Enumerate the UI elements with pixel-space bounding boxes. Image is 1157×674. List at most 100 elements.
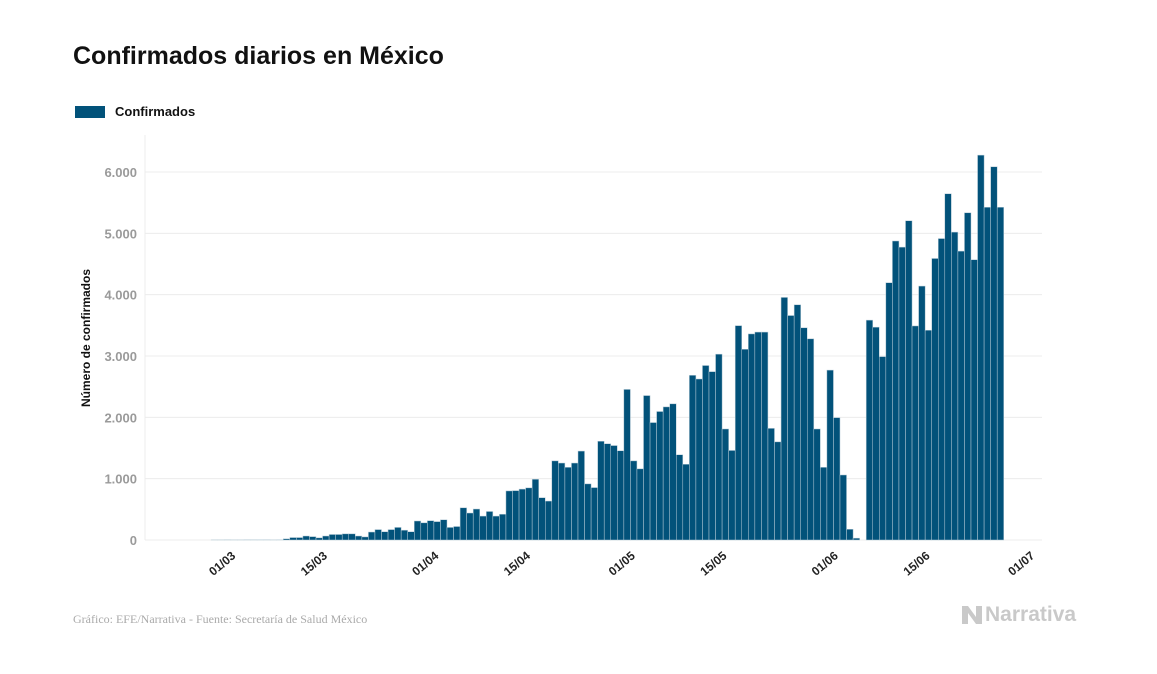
bar [394, 527, 402, 541]
y-tick-label: 5.000 [104, 226, 137, 241]
y-tick-label: 6.000 [104, 165, 137, 180]
source-note: Gráfico: EFE/Narrativa - Fuente: Secreta… [73, 612, 368, 626]
bar [872, 326, 880, 541]
bar [695, 378, 703, 541]
bar [335, 534, 343, 541]
bar [800, 327, 808, 541]
y-tick-label: 0 [130, 533, 137, 548]
bar [341, 533, 350, 541]
x-tick-label: 15/03 [298, 548, 330, 578]
bar [951, 231, 959, 541]
bar [433, 521, 441, 541]
bar [774, 441, 782, 541]
bar [689, 375, 697, 541]
bar [610, 445, 618, 541]
legend-label: Confirmados [115, 104, 196, 119]
bar [361, 536, 369, 541]
bar [459, 507, 467, 541]
bar [682, 464, 690, 541]
bar [571, 462, 579, 541]
bar [348, 533, 356, 541]
bar [879, 356, 887, 541]
bar [721, 428, 729, 541]
narrativa-logo: Narrativa [962, 603, 1076, 627]
bar [924, 329, 932, 541]
y-tick-label: 3.000 [104, 349, 137, 364]
bar [630, 460, 638, 541]
bar [328, 534, 336, 541]
bar [669, 403, 677, 541]
logo-text: Narrativa [985, 603, 1077, 626]
bar [407, 531, 415, 541]
y-tick-label: 1.000 [104, 472, 137, 487]
bar [623, 389, 631, 541]
x-tick-label: 15/06 [901, 548, 933, 578]
bar [374, 529, 382, 541]
bar [512, 490, 520, 541]
bar [584, 483, 592, 541]
bar [564, 467, 572, 541]
bar [446, 527, 454, 541]
bar [918, 285, 926, 541]
x-tick-label: 01/07 [1005, 548, 1037, 578]
x-tick-label: 01/06 [809, 548, 841, 578]
bar [754, 331, 762, 541]
bar [414, 520, 422, 541]
bar [983, 207, 991, 541]
bar [381, 531, 389, 541]
bar [387, 529, 395, 541]
bar [996, 207, 1005, 541]
bar [643, 395, 651, 541]
bar [486, 511, 494, 541]
bar [839, 474, 847, 541]
bar [826, 369, 834, 541]
bar [296, 537, 304, 541]
bar [558, 462, 566, 541]
bar [420, 522, 428, 541]
bar [545, 500, 553, 541]
bar [676, 454, 684, 541]
legend-swatch [75, 105, 105, 118]
bar [492, 515, 500, 541]
bar [603, 443, 612, 541]
bar [577, 450, 585, 541]
bar [885, 282, 893, 541]
bar [322, 535, 330, 541]
bar [551, 460, 559, 541]
bar [617, 450, 625, 541]
bar [283, 538, 291, 541]
bar [315, 537, 323, 541]
bar [787, 315, 795, 541]
bar [708, 371, 716, 541]
x-tick-label: 15/05 [697, 548, 729, 578]
bar [748, 333, 756, 541]
bar [957, 250, 965, 541]
x-tick-label: 01/03 [206, 548, 238, 578]
bar [440, 519, 448, 541]
bar [820, 467, 828, 541]
bar [531, 479, 539, 541]
bar [780, 297, 788, 541]
bar [938, 238, 946, 541]
bar [597, 441, 605, 541]
bar [734, 325, 743, 541]
bar [702, 365, 710, 541]
bar [846, 529, 854, 541]
bar [590, 487, 598, 541]
bar [355, 535, 363, 541]
bar [931, 258, 939, 541]
bar [302, 535, 310, 541]
bar [964, 212, 972, 541]
bar [911, 325, 919, 541]
bar [289, 537, 297, 541]
bar [525, 487, 533, 541]
bar [728, 450, 736, 541]
chart-title: Confirmados diarios en México [73, 42, 444, 70]
bar [715, 353, 723, 541]
x-tick-label: 01/05 [606, 548, 638, 578]
bar [309, 536, 317, 541]
bar [970, 259, 978, 541]
bar [741, 349, 749, 541]
bar [505, 490, 513, 541]
bar [472, 508, 481, 541]
